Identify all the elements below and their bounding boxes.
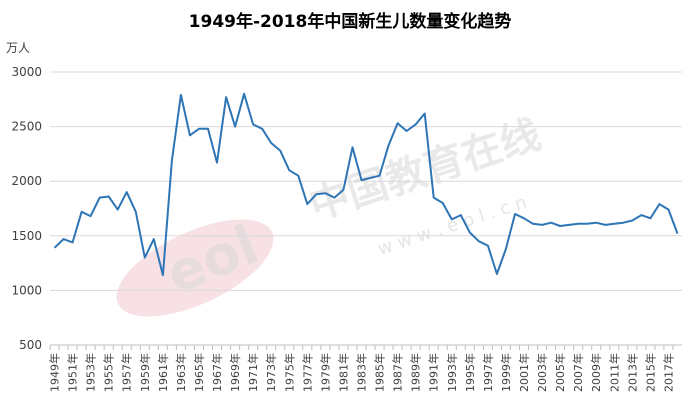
watermark-logo-ellipse xyxy=(116,219,274,317)
x-tick-label: 1991年 xyxy=(427,353,441,392)
x-tick-label: 1959年 xyxy=(138,353,152,392)
x-tick-label: 1949年 xyxy=(48,353,62,392)
chart-title: 1949年-2018年中国新生儿数量变化趋势 xyxy=(189,11,512,32)
y-axis-unit: 万人 xyxy=(6,41,30,55)
x-tick-label: 1995年 xyxy=(463,353,477,392)
y-tick-label: 500 xyxy=(19,338,42,352)
y-tick-label: 1500 xyxy=(11,229,42,243)
x-tick-label: 1971年 xyxy=(246,353,260,392)
x-tick-label: 1989年 xyxy=(409,353,423,392)
y-tick-label: 3000 xyxy=(11,65,42,79)
y-tick-label: 2000 xyxy=(11,174,42,188)
y-tick-label: 2500 xyxy=(11,120,42,134)
x-tick-label: 2017年 xyxy=(661,353,675,392)
x-tick-label: 1955年 xyxy=(102,353,116,392)
x-tick-label: 1985年 xyxy=(373,353,387,392)
x-tick-label: 1957年 xyxy=(120,353,134,392)
x-tick-label: 2003年 xyxy=(535,353,549,392)
x-tick-label: 1981年 xyxy=(336,353,350,392)
x-tick-label: 2011年 xyxy=(607,353,621,392)
x-tick-label: 1987年 xyxy=(391,353,405,392)
x-tick-label: 2001年 xyxy=(517,353,531,392)
y-axis-ticks: 500 1000 1500 2000 2500 3000 xyxy=(11,65,42,352)
x-tick-label: 1975年 xyxy=(282,353,296,392)
series-line xyxy=(53,92,679,277)
x-tick-label: 1993年 xyxy=(445,353,459,392)
x-tick-label: 2009年 xyxy=(589,353,603,392)
x-tick-label: 1953年 xyxy=(84,353,98,392)
x-tick-label: 1967年 xyxy=(210,353,224,392)
x-tick-label: 1999年 xyxy=(499,353,513,392)
x-tick-label: 1983年 xyxy=(354,353,368,392)
grid-lines xyxy=(50,71,682,291)
y-tick-label: 1000 xyxy=(11,283,42,297)
x-tick-label: 1977年 xyxy=(300,353,314,392)
x-tick-label: 2015年 xyxy=(643,353,657,392)
x-tick-label: 2013年 xyxy=(625,353,639,392)
x-tick-label: 1969年 xyxy=(228,353,242,392)
x-tick-label: 1965年 xyxy=(192,353,206,392)
x-tick-label: 1997年 xyxy=(481,353,495,392)
x-tick-label: 1951年 xyxy=(66,353,80,392)
x-tick-label: 1973年 xyxy=(264,353,278,392)
x-tick-label: 1963年 xyxy=(174,353,188,392)
x-tick-label: 1961年 xyxy=(156,353,170,392)
x-tick-label: 2007年 xyxy=(571,353,585,392)
x-tick-label: 2005年 xyxy=(553,353,567,392)
x-axis-ticks: 1949年 1951年 1953年 1955年 1957年 1959年 1961年 1963年… xyxy=(48,345,675,392)
eol-watermark: eol 中国教育在线 w w w . e o l . c n xyxy=(116,112,546,317)
x-tick-label: 1979年 xyxy=(318,353,332,392)
